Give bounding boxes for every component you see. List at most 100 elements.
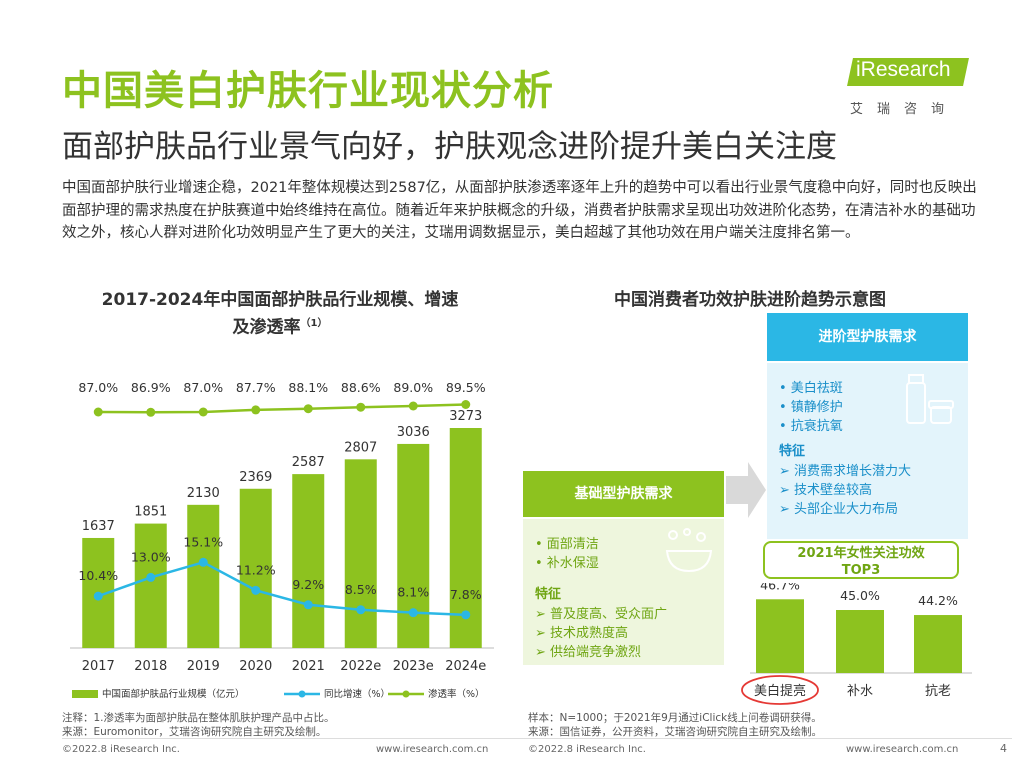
growth-rate-point <box>408 608 418 618</box>
top3-line1: 2021年女性关注功效 <box>797 546 925 561</box>
legend-growth-label: 同比增速（%） <box>324 688 390 700</box>
market-size-label: 2587 <box>292 455 325 470</box>
basic-feature-label: 特征 <box>535 587 562 602</box>
left-note-line2: 来源：Euromonitor，艾瑞咨询研究院自主研究及绘制。 <box>62 726 327 738</box>
skincare-bottle-icon <box>906 374 954 424</box>
growth-rate-point <box>303 600 313 610</box>
logo-brand-text: iResearch <box>856 58 951 81</box>
advanced-needs-header: 进阶型护肤需求 <box>767 313 968 361</box>
growth-rate-point <box>93 591 103 601</box>
year-tick-label: 2024e <box>445 659 486 674</box>
page-subtitle: 面部护肤品行业景气向好，护肤观念进阶提升美白关注度 <box>62 129 837 165</box>
right-note-line1: 样本：N=1000；于2021年9月通过iClick线上问卷调研获得。 <box>528 712 822 724</box>
basic-needs-box: • 面部清洁 • 补水保湿 特征 ➢ 普及度高、受众面广 ➢ 技术成熟度高 ➢ … <box>523 519 724 665</box>
penetration-label: 89.5% <box>446 380 486 395</box>
penetration-point <box>146 407 156 417</box>
growth-rate-point <box>146 572 156 582</box>
top3-bar <box>756 599 804 673</box>
penetration-line <box>98 403 466 414</box>
left-chart-title-line2-wrap: 及渗透率（1） <box>60 312 500 340</box>
footer-copyright-left: ©2022.8 iResearch Inc. <box>62 744 180 755</box>
legend-penetration-marker <box>402 690 410 698</box>
growth-rate-label: 7.8% <box>450 587 482 602</box>
right-diagram-title: 中国消费者功效护肤进阶趋势示意图 <box>614 290 886 310</box>
year-tick-label: 2017 <box>82 659 115 674</box>
market-size-bar <box>397 443 430 648</box>
penetration-label: 87.7% <box>236 380 276 395</box>
growth-rate-line <box>97 560 466 617</box>
year-tick-label: 2021 <box>292 659 325 674</box>
year-tick-label: 2022e <box>340 659 381 674</box>
left-chart-note: 注释：1.渗透率为面部护肤品在整体肌肤护理产品中占比。 来源：Euromonit… <box>62 711 335 739</box>
market-size-label: 2130 <box>187 486 220 501</box>
penetration-label: 87.0% <box>183 380 223 395</box>
market-size-chart: 1637 2017 1851 2018 2130 2019 2369 2020 2587 2021… <box>70 380 494 700</box>
top3-category-label: 美白提亮 <box>754 683 806 699</box>
advanced-feature: ➢ 头部企业大力布局 <box>779 502 899 517</box>
penetration-point <box>198 407 208 417</box>
top3-category-label: 抗老 <box>925 684 951 699</box>
top3-effect-chart: 46.7% 美白提亮 45.0% 补水 44.2% 抗老 <box>741 583 972 705</box>
growth-rate-label: 10.4% <box>78 568 118 583</box>
market-size-label: 3273 <box>449 409 482 424</box>
market-size-label: 2369 <box>239 470 272 485</box>
logo-cn-text: 艾瑞咨询 <box>850 102 959 117</box>
penetration-point <box>461 400 471 409</box>
penetration-point <box>356 402 366 412</box>
market-size-label: 1637 <box>82 519 115 534</box>
left-chart-title-line2: 及渗透率 <box>232 317 301 338</box>
year-tick-label: 2020 <box>239 659 272 674</box>
penetration-point <box>303 404 313 414</box>
footer-copyright-right: ©2022.8 iResearch Inc. <box>528 744 646 755</box>
advanced-item: • 镇静修护 <box>779 400 843 415</box>
page-title: 中国美白护肤行业现状分析 <box>62 68 554 114</box>
iresearch-logo: iResearch 艾瑞咨询 <box>846 52 986 122</box>
penetration-point <box>408 401 418 411</box>
legend-bar-swatch <box>72 690 98 698</box>
left-chart-title: 2017-2024年中国面部护肤品行业规模、增速 及渗透率（1） <box>60 288 500 340</box>
basic-needs-header: 基础型护肤需求 <box>523 471 724 517</box>
advanced-item: • 抗衰抗氧 <box>779 419 843 434</box>
market-size-bar <box>187 504 220 648</box>
left-note-line1: 注释：1.渗透率为面部护肤品在整体肌肤护理产品中占比。 <box>62 712 335 724</box>
growth-rate-label: 8.1% <box>397 585 429 600</box>
basic-needs-list: • 面部清洁 • 补水保湿 特征 ➢ 普及度高、受众面广 ➢ 技术成熟度高 ➢ … <box>535 535 667 662</box>
top3-badge: 2021年女性关注功效 TOP3 <box>763 541 959 579</box>
basic-item: • 补水保湿 <box>535 556 599 571</box>
basic-item: • 面部清洁 <box>535 537 599 552</box>
upgrade-arrow-icon <box>726 462 766 518</box>
penetration-label: 88.1% <box>288 380 328 395</box>
footer-url-left[interactable]: www.iresearch.com.cn <box>376 744 489 755</box>
advanced-feature: ➢ 技术壁垒较高 <box>779 483 873 498</box>
advanced-needs-box: • 美白祛斑 • 镇静修护 • 抗衰抗氧 特征 ➢ 消费需求增长潜力大 ➢ 技术… <box>767 363 968 539</box>
growth-rate-point <box>251 585 261 595</box>
footer-divider <box>62 738 1012 739</box>
basic-feature: ➢ 普及度高、受众面广 <box>535 607 668 622</box>
growth-rate-label: 13.0% <box>131 549 171 564</box>
top3-bar <box>914 615 962 673</box>
top3-line2: TOP3 <box>841 563 881 578</box>
market-size-label: 3036 <box>397 425 430 440</box>
growth-rate-point <box>198 557 208 567</box>
footer-url-right[interactable]: www.iresearch.com.cn <box>846 744 959 755</box>
right-note-line2: 来源：国信证券，公开资料，艾瑞咨询研究院自主研究及绘制。 <box>528 726 822 738</box>
year-tick-label: 2023e <box>393 659 434 674</box>
top3-value-label: 44.2% <box>918 593 958 608</box>
top3-value-label: 46.7% <box>760 583 800 592</box>
top3-category-label: 补水 <box>847 684 873 699</box>
wash-basin-icon <box>665 528 713 573</box>
advanced-needs-list: • 美白祛斑 • 镇静修护 • 抗衰抗氧 特征 ➢ 消费需求增长潜力大 ➢ 技术… <box>779 379 911 519</box>
penetration-label: 89.0% <box>393 380 433 395</box>
year-tick-label: 2018 <box>134 659 167 674</box>
year-tick-label: 2019 <box>187 659 220 674</box>
penetration-label: 88.6% <box>341 380 381 395</box>
market-size-bar <box>239 488 272 648</box>
growth-rate-label: 11.2% <box>236 562 276 577</box>
legend-growth-marker <box>298 690 306 698</box>
top3-value-label: 45.0% <box>840 588 880 603</box>
left-chart-title-sup: （1） <box>300 318 328 329</box>
market-size-bar <box>344 459 377 648</box>
market-size-bar <box>134 523 167 648</box>
penetration-label: 86.9% <box>131 380 171 395</box>
basic-feature: ➢ 供给端竞争激烈 <box>535 645 642 660</box>
